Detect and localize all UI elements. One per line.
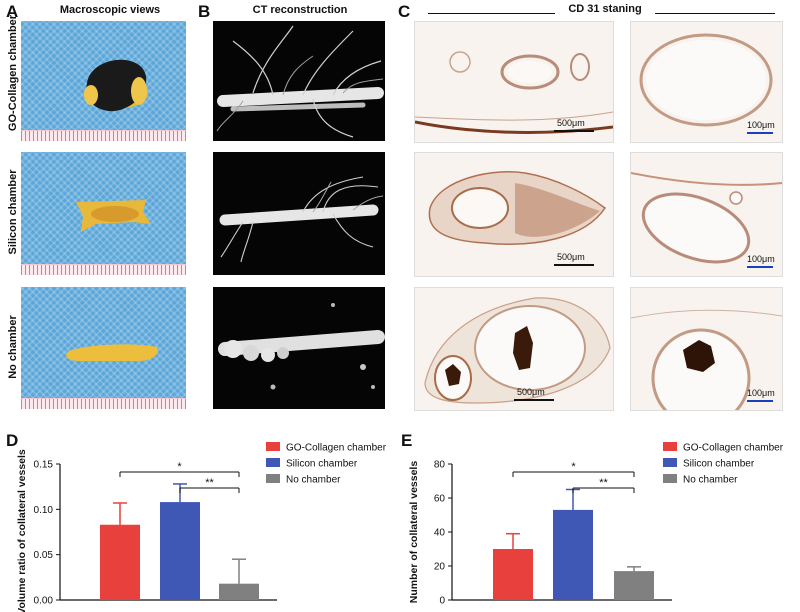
cd31-overview-silicon: 500μm [414,152,614,277]
significance-label: * [177,461,182,473]
legend-swatch [266,474,280,483]
panel-letter-e: E [401,431,413,450]
bar [219,583,259,600]
ct-image-silicon [213,152,385,275]
significance-label: ** [205,477,214,489]
bar [553,509,593,600]
ruler [21,398,186,409]
legend-label: No chamber [286,475,341,486]
scale-label-500: 500μm [557,118,585,128]
scale-bar-500 [554,130,594,132]
macro-photo-no-chamber [21,287,186,409]
significance-label: * [571,461,576,473]
scale-bar-100 [747,400,773,402]
y-tick-label: 40 [434,528,446,539]
scale-label-100: 100μm [747,120,775,130]
panel-c-title: CD 31 staning [555,3,655,15]
significance-label: ** [599,477,608,489]
cd31-overview-no-chamber: 500μm [414,287,614,411]
panel-letter-a: A [6,2,19,21]
ct-image-go-collagen [213,21,385,141]
panel-b-title: CT reconstruction [252,4,348,16]
bar [614,571,654,600]
cd31-detail-go-collagen: 100μm [630,21,783,143]
histology-go-collagen-high [639,33,773,127]
legend-label: GO-Collagen chamber [286,443,387,454]
scale-bar-500 [514,399,554,401]
y-tick-label: 60 [434,494,446,505]
panel-letter-d: D [6,431,19,450]
scale-bar-100 [747,132,773,134]
ct-image-no-chamber [213,287,385,409]
y-axis-label: Volume ratio of collateral vessels [16,449,28,612]
silicon-specimen [76,200,151,232]
legend-label: No chamber [683,475,738,486]
histology-go-collagen-low [415,51,613,134]
y-tick-label: 0 [439,596,445,607]
legend-swatch [266,442,280,451]
legend-swatch [663,458,677,467]
ct-vessels-no-chamber [218,303,385,390]
histology-silicon-low [428,171,607,245]
panel-letter-c: C [398,2,411,21]
bar [100,524,140,600]
scale-label-500: 500μm [517,387,545,397]
histology-silicon-high [631,172,782,264]
ruler [21,130,186,141]
y-tick-label: 0.15 [34,460,54,471]
legend-label: Silicon chamber [683,459,755,470]
histology-no-chamber-high [631,309,782,410]
row-label-silicon: Silicon chamber [7,169,19,255]
ct-vessels-go-collagen [216,25,384,138]
y-tick-label: 0.10 [34,505,54,516]
ct-vessels-silicon [219,176,384,263]
scale-label-100: 100μm [747,388,775,398]
row-label-go-collagen: GO-Collagen chamber [7,14,19,132]
row-label-no-chamber: No chamber [7,315,19,379]
macro-photo-silicon [21,152,186,275]
legend-label: GO-Collagen chamber [683,443,784,454]
legend-swatch [663,442,677,451]
cd31-overview-go-collagen: 500μm [414,21,614,143]
macro-photo-go-collagen [21,21,186,141]
go-collagen-specimen [84,59,148,112]
chart-volume-ratio: 0.00 0.05 0.10 0.15 Volume ratio of collater… [16,442,387,612]
no-chamber-specimen [66,344,158,361]
panel-a-title: Macroscopic views [59,4,161,16]
cd31-detail-no-chamber: 100μm [630,287,783,411]
y-tick-label: 80 [434,460,446,471]
panel-letter-b: B [198,2,211,21]
y-tick-label: 0.05 [34,550,54,561]
scale-label-100: 100μm [747,254,775,264]
y-tick-label: 20 [434,562,446,573]
scale-bar-100 [747,266,773,268]
histology-no-chamber-low [424,297,611,404]
scale-label-500: 500μm [557,252,585,262]
y-tick-label: 0.00 [34,596,54,607]
legend-swatch [663,474,677,483]
legend-label: Silicon chamber [286,459,358,470]
legend-swatch [266,458,280,467]
scale-bar-500 [554,264,594,266]
ruler [21,264,186,275]
bar [493,549,533,600]
cd31-detail-silicon: 100μm [630,152,783,277]
y-axis-label: Number of collateral vessels [408,461,420,604]
bar [160,502,200,600]
